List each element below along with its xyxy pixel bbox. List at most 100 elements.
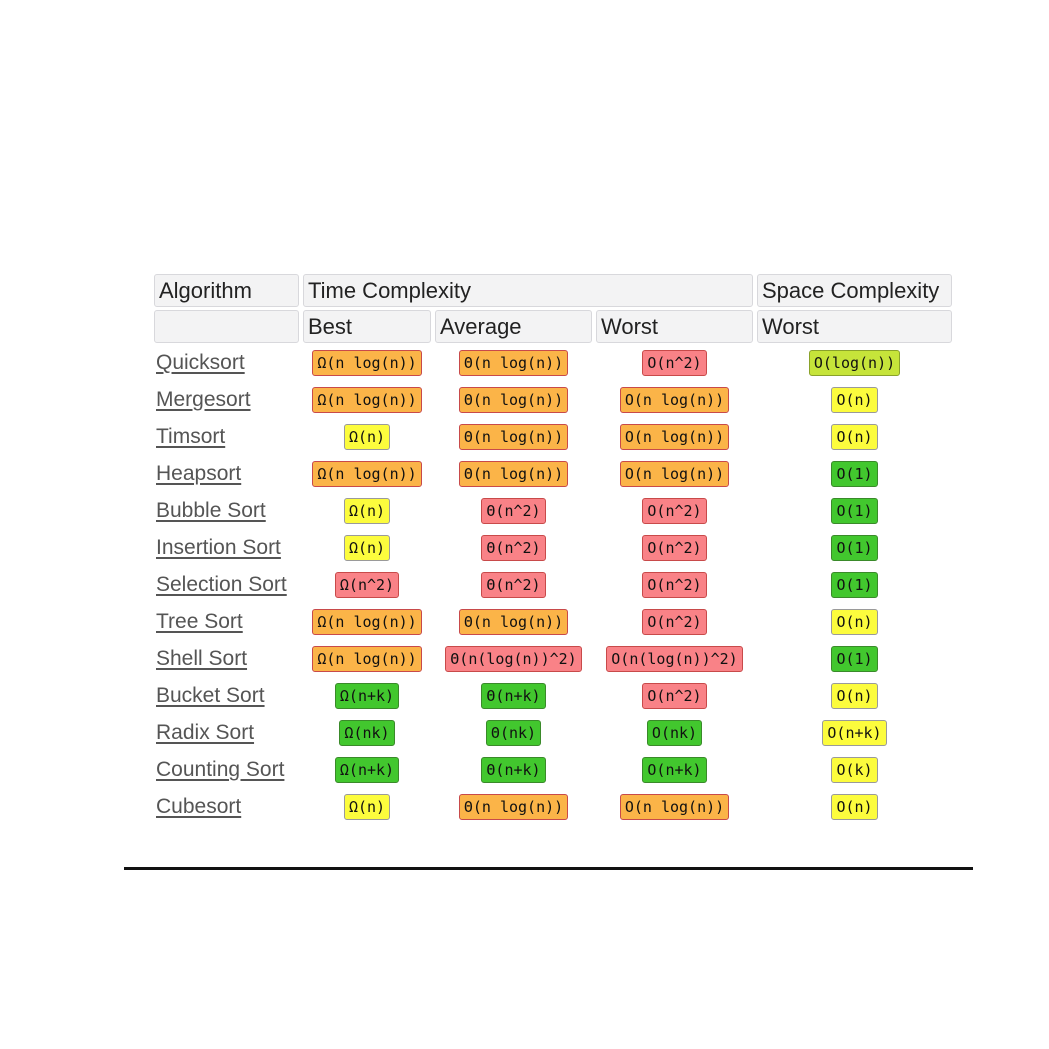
- table-row: Counting Sort Ω(n+k) Θ(n+k) O(n+k) O(k): [154, 753, 952, 787]
- space-complexity-cell: O(1): [757, 642, 952, 676]
- worst-complexity-badge: O(n+k): [642, 757, 707, 783]
- algorithm-link[interactable]: Tree Sort: [156, 610, 243, 633]
- worst-complexity-badge: O(n(log(n))^2): [606, 646, 743, 672]
- algorithm-link[interactable]: Bucket Sort: [156, 684, 265, 707]
- space-complexity-badge: O(1): [831, 572, 878, 598]
- average-complexity-badge: Θ(nk): [485, 720, 542, 746]
- table-row: Radix Sort Ω(nk) Θ(nk) O(nk) O(n+k): [154, 716, 952, 750]
- algorithm-link[interactable]: Quicksort: [156, 351, 245, 374]
- worst-complexity-cell: O(n log(n)): [596, 420, 753, 454]
- worst-complexity-badge: O(n^2): [642, 683, 707, 709]
- space-complexity-badge: O(n): [831, 609, 878, 635]
- average-complexity-cell: Θ(n log(n)): [435, 457, 592, 491]
- table-row: Timsort Ω(n) Θ(n log(n)) O(n log(n)) O(n): [154, 420, 952, 454]
- best-complexity-badge: Ω(n+k): [334, 683, 400, 709]
- best-complexity-badge: Ω(n): [343, 498, 391, 524]
- algorithm-cell: Quicksort: [154, 346, 299, 380]
- average-complexity-cell: Θ(n log(n)): [435, 383, 592, 417]
- space-complexity-badge: O(n): [831, 387, 878, 413]
- algorithm-link[interactable]: Counting Sort: [156, 758, 285, 781]
- worst-complexity-badge: O(nk): [646, 720, 703, 746]
- worst-complexity-cell: O(n^2): [596, 679, 753, 713]
- space-complexity-cell: O(n): [757, 383, 952, 417]
- algorithm-link[interactable]: Bubble Sort: [156, 499, 266, 522]
- best-complexity-cell: Ω(n log(n)): [303, 605, 431, 639]
- algorithm-link[interactable]: Insertion Sort: [156, 536, 281, 559]
- worst-complexity-badge: O(n log(n)): [619, 794, 730, 820]
- algorithm-cell: Cubesort: [154, 790, 299, 824]
- header-space-worst: Worst: [757, 310, 952, 343]
- worst-complexity-badge: O(n^2): [642, 535, 707, 561]
- best-complexity-cell: Ω(n): [303, 494, 431, 528]
- best-complexity-badge: Ω(n): [343, 424, 391, 450]
- average-complexity-badge: Θ(n log(n)): [458, 387, 569, 413]
- average-complexity-cell: Θ(n+k): [435, 753, 592, 787]
- worst-complexity-badge: O(n log(n)): [619, 387, 730, 413]
- algorithm-cell: Radix Sort: [154, 716, 299, 750]
- space-complexity-badge: O(1): [831, 535, 878, 561]
- header-algorithm: Algorithm: [154, 274, 299, 307]
- algorithm-cell: Heapsort: [154, 457, 299, 491]
- best-complexity-badge: Ω(n log(n)): [312, 387, 422, 413]
- average-complexity-cell: Θ(n log(n)): [435, 605, 592, 639]
- best-complexity-badge: Ω(n log(n)): [312, 646, 422, 672]
- space-complexity-badge: O(n): [831, 424, 878, 450]
- best-complexity-cell: Ω(n): [303, 420, 431, 454]
- best-complexity-badge: Ω(n log(n)): [312, 609, 422, 635]
- space-complexity-badge: O(n): [831, 794, 878, 820]
- best-complexity-badge: Ω(n+k): [334, 757, 400, 783]
- algorithm-cell: Shell Sort: [154, 642, 299, 676]
- space-complexity-badge: O(n): [831, 683, 878, 709]
- worst-complexity-cell: O(n log(n)): [596, 457, 753, 491]
- average-complexity-cell: Θ(nk): [435, 716, 592, 750]
- algorithm-link[interactable]: Selection Sort: [156, 573, 287, 596]
- best-complexity-cell: Ω(n^2): [303, 568, 431, 602]
- algorithm-link[interactable]: Mergesort: [156, 388, 251, 411]
- worst-complexity-badge: O(n^2): [642, 609, 707, 635]
- table-row: Insertion Sort Ω(n) Θ(n^2) O(n^2) O(1): [154, 531, 952, 565]
- worst-complexity-badge: O(n^2): [642, 350, 707, 376]
- algorithm-link[interactable]: Radix Sort: [156, 721, 255, 744]
- algorithm-link[interactable]: Timsort: [156, 425, 226, 448]
- average-complexity-cell: Θ(n log(n)): [435, 346, 592, 380]
- algorithm-cell: Mergesort: [154, 383, 299, 417]
- average-complexity-badge: Θ(n(log(n))^2): [445, 646, 582, 672]
- average-complexity-cell: Θ(n^2): [435, 494, 592, 528]
- space-complexity-badge: O(n+k): [822, 720, 887, 746]
- table-row: Mergesort Ω(n log(n)) Θ(n log(n)) O(n log(n…: [154, 383, 952, 417]
- best-complexity-cell: Ω(n log(n)): [303, 346, 431, 380]
- algorithm-cell: Bucket Sort: [154, 679, 299, 713]
- worst-complexity-cell: O(n^2): [596, 494, 753, 528]
- space-complexity-cell: O(n): [757, 605, 952, 639]
- table-row: Heapsort Ω(n log(n)) Θ(n log(n)) O(n log(n)…: [154, 457, 952, 491]
- average-complexity-cell: Θ(n log(n)): [435, 790, 592, 824]
- worst-complexity-cell: O(n^2): [596, 531, 753, 565]
- best-complexity-badge: Ω(n^2): [334, 572, 400, 598]
- algorithm-cell: Tree Sort: [154, 605, 299, 639]
- header-best: Best: [303, 310, 431, 343]
- average-complexity-badge: Θ(n+k): [481, 757, 546, 783]
- best-complexity-cell: Ω(n log(n)): [303, 383, 431, 417]
- algorithm-link[interactable]: Cubesort: [156, 795, 242, 818]
- algorithm-cell: Counting Sort: [154, 753, 299, 787]
- best-complexity-badge: Ω(nk): [339, 720, 395, 746]
- best-complexity-cell: Ω(n+k): [303, 679, 431, 713]
- algorithm-link[interactable]: Shell Sort: [156, 647, 248, 670]
- average-complexity-cell: Θ(n+k): [435, 679, 592, 713]
- table-row: Cubesort Ω(n) Θ(n log(n)) O(n log(n)) O(n): [154, 790, 952, 824]
- header-average: Average: [435, 310, 592, 343]
- space-complexity-cell: O(n+k): [757, 716, 952, 750]
- space-complexity-cell: O(1): [757, 568, 952, 602]
- best-complexity-cell: Ω(nk): [303, 716, 431, 750]
- average-complexity-badge: Θ(n^2): [481, 535, 546, 561]
- worst-complexity-badge: O(n^2): [642, 572, 707, 598]
- algorithm-cell: Insertion Sort: [154, 531, 299, 565]
- best-complexity-cell: Ω(n): [303, 531, 431, 565]
- algorithm-link[interactable]: Heapsort: [156, 462, 242, 485]
- average-complexity-badge: Θ(n log(n)): [458, 794, 569, 820]
- average-complexity-cell: Θ(n(log(n))^2): [435, 642, 592, 676]
- worst-complexity-cell: O(n^2): [596, 346, 753, 380]
- average-complexity-badge: Θ(n^2): [481, 498, 546, 524]
- average-complexity-badge: Θ(n log(n)): [458, 461, 569, 487]
